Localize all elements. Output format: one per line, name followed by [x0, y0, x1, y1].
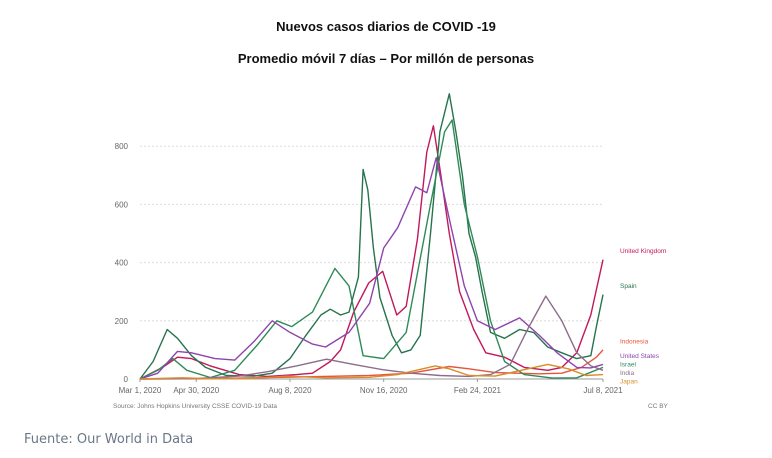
x-tick-label: Mar 1, 2020 — [119, 386, 162, 395]
series-line-united-kingdom — [139, 125, 604, 380]
y-tick-label: 800 — [115, 142, 129, 151]
series-line-japan — [139, 363, 604, 380]
license-label: CC BY — [648, 403, 668, 410]
series-line-indonesia — [139, 349, 604, 380]
chart-subtitle: Promedio móvil 7 días – Por millón de pe… — [237, 51, 535, 66]
series-label-united-kingdom: United Kingdom — [620, 248, 666, 255]
series-label-israel: Israel — [620, 362, 636, 369]
chart-title: Nuevos casos diarios de COVID -19 — [276, 19, 496, 34]
x-tick-label: Apr 30, 2020 — [173, 386, 219, 395]
series-line-israel — [139, 119, 604, 380]
y-tick-label: 0 — [124, 375, 129, 384]
grid-layer — [140, 145, 603, 380]
series-line-india — [139, 295, 604, 380]
series-label-indonesia: Indonesia — [620, 338, 649, 345]
series-label-india: India — [620, 370, 634, 377]
series-label-united-states: United States — [620, 353, 660, 360]
series-line-spain — [139, 93, 604, 380]
series-label-japan: Japan — [620, 379, 638, 386]
y-tick-label: 600 — [115, 200, 129, 209]
x-tick-label: Nov 16, 2020 — [360, 386, 408, 395]
series-label-spain: Spain — [620, 283, 637, 290]
series-layer — [139, 93, 604, 380]
series-line-united-states — [139, 157, 604, 380]
chart-source-note: Source: Johns Hopkins University CSSE CO… — [113, 403, 278, 410]
x-tick-label: Aug 8, 2020 — [268, 386, 312, 395]
x-axis: Mar 1, 2020 Apr 30, 2020 Aug 8, 2020 Nov 16… — [119, 379, 623, 395]
y-tick-label: 400 — [115, 259, 129, 268]
footer-source: Fuente: Our World in Data — [24, 432, 194, 447]
y-tick-label: 200 — [115, 317, 129, 326]
x-tick-label: Jul 8, 2021 — [583, 386, 623, 395]
series-labels: United Kingdom Spain Indonesia United State… — [620, 248, 666, 385]
y-axis: 0 200 400 600 800 — [115, 142, 129, 384]
x-tick-label: Feb 24, 2021 — [454, 386, 502, 395]
